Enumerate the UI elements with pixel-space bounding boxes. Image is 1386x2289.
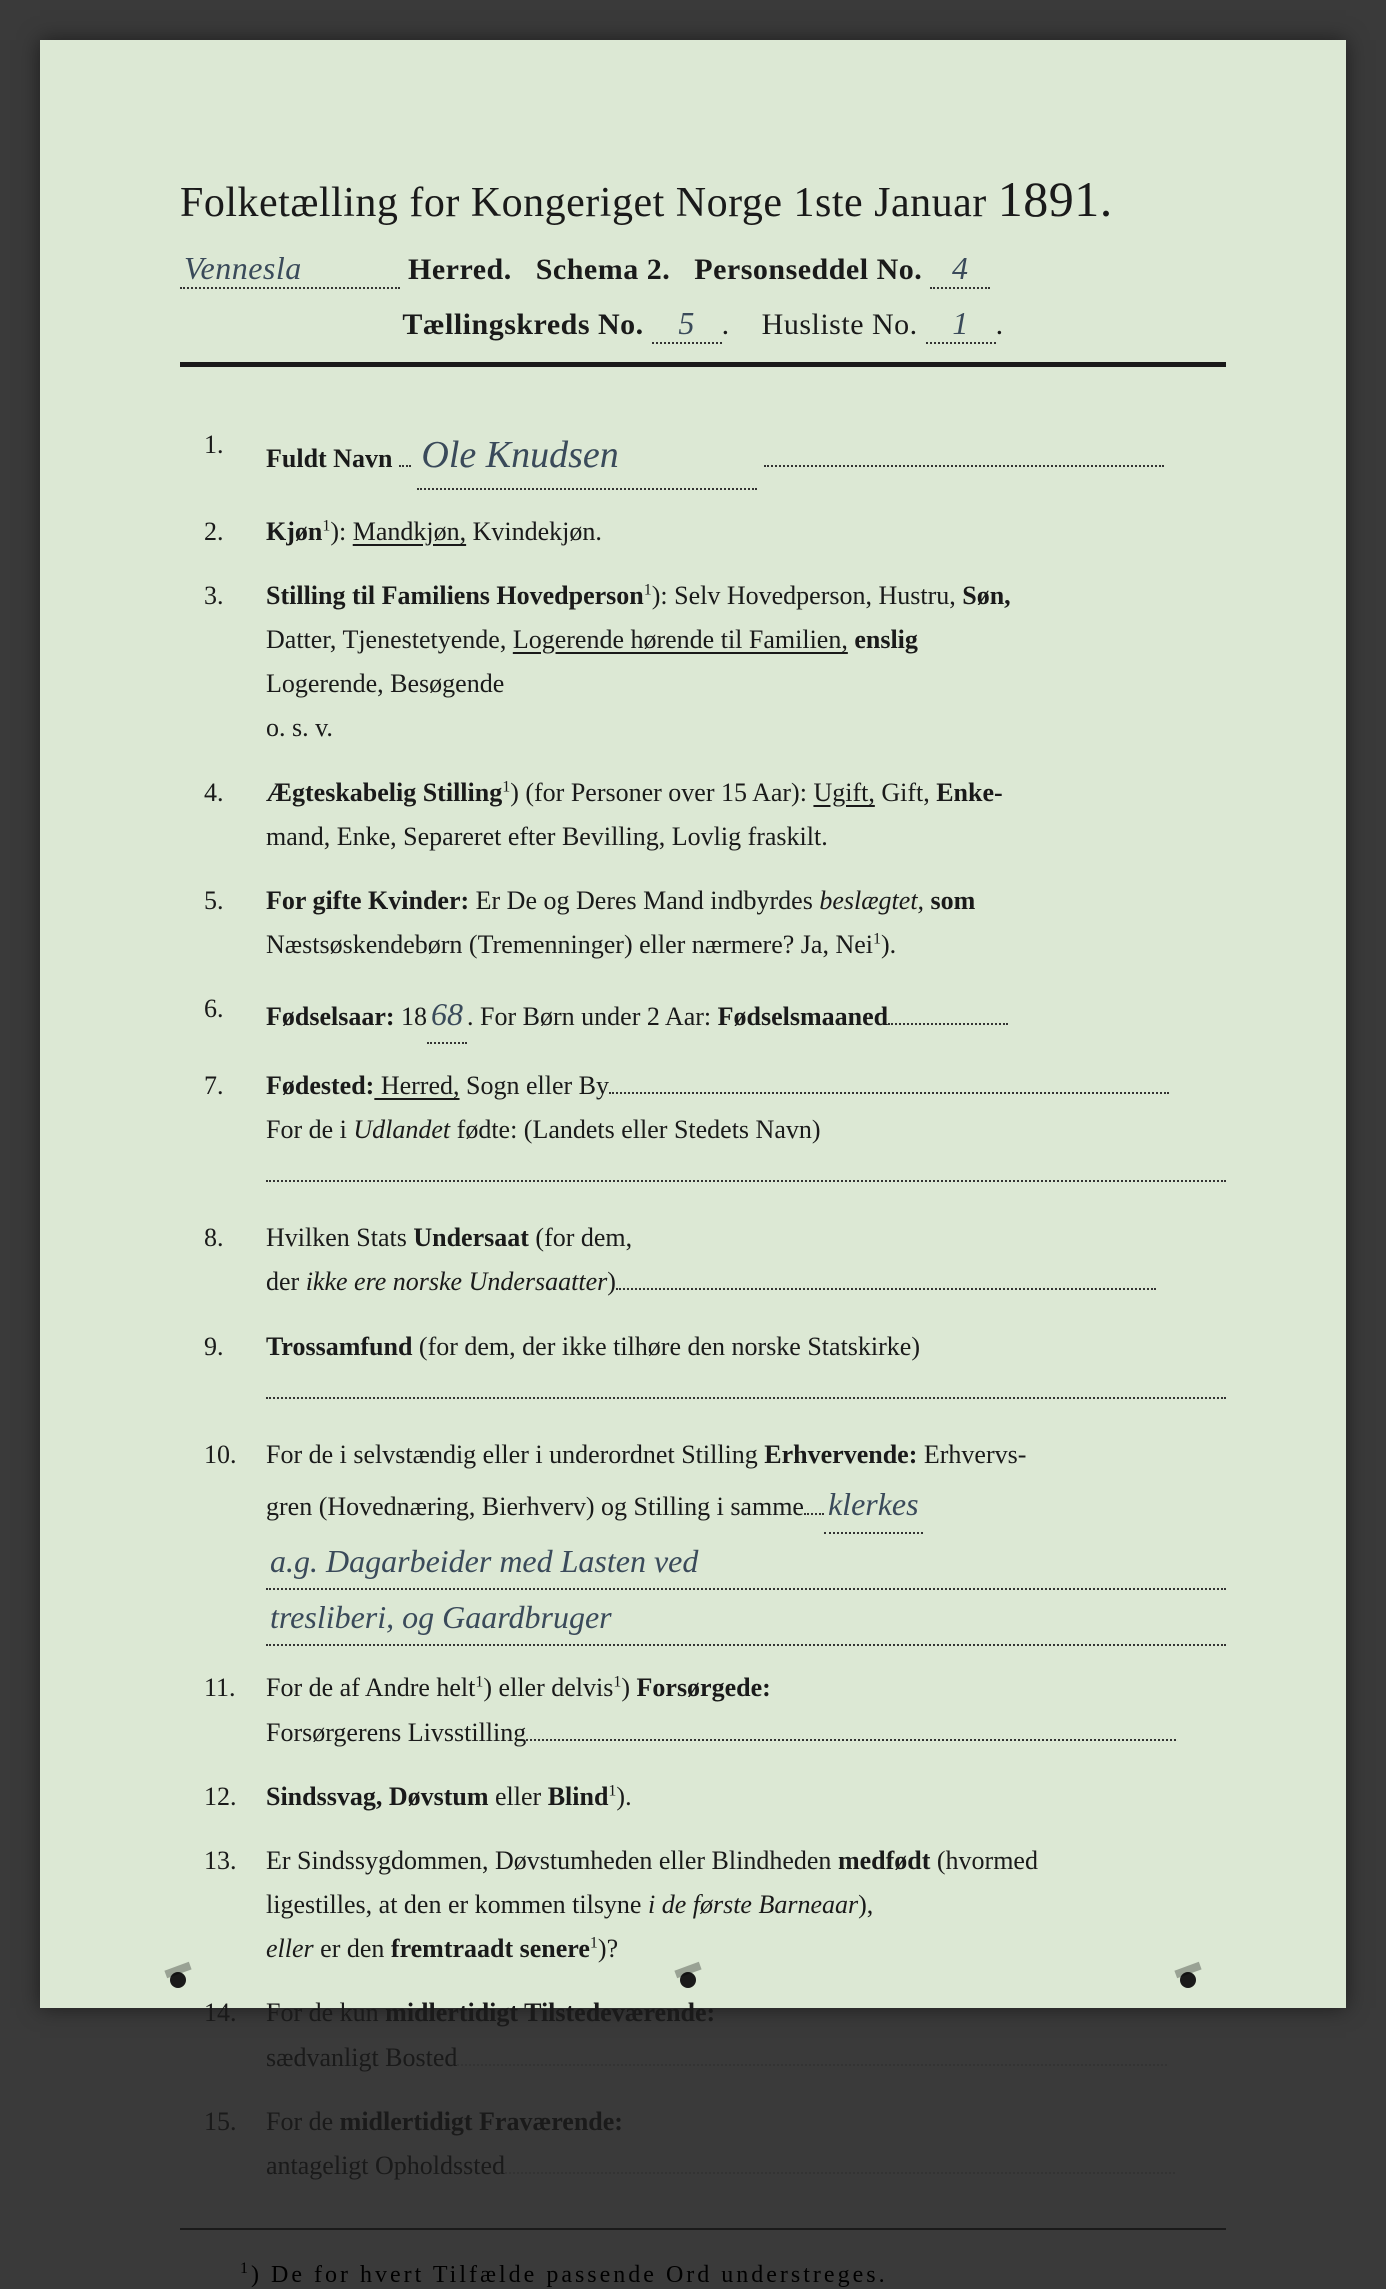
husliste-label: Husliste No. <box>762 308 918 341</box>
title-text: Folketælling for Kongeriget Norge 1ste J… <box>180 180 987 226</box>
q4-num: 4. <box>204 771 266 859</box>
q1: 1. Fuldt Navn Ole Knudsen <box>204 423 1226 490</box>
q1-label: Fuldt Navn <box>266 444 392 473</box>
q6-label: Fødselsaar: <box>266 1002 395 1031</box>
q3-logerende: Logerende hørende til Familien, <box>513 625 848 654</box>
q9-label: Trossamfund <box>266 1332 412 1361</box>
herred-label: Herred. <box>408 253 512 286</box>
personseddel-label: Personseddel No. <box>694 253 922 286</box>
footnote-text: ) De for hvert Tilfælde passende Ord und… <box>251 2262 888 2288</box>
herred-value: Vennesla <box>180 250 400 289</box>
kreds-label: Tællingskreds No. <box>402 308 643 341</box>
kreds-no: 5 <box>652 305 722 344</box>
q13: 13. Er Sindssygdommen, Døvstumheden elle… <box>204 1839 1226 1972</box>
q10-hw3: tresliberi, og Gaardbruger <box>266 1590 1226 1646</box>
q2-label: Kjøn <box>266 517 322 546</box>
q5: 5. For gifte Kvinder: Er De og Deres Man… <box>204 879 1226 967</box>
q5-label: For gifte Kvinder: <box>266 886 469 915</box>
personseddel-no: 4 <box>930 250 990 289</box>
q12-num: 12. <box>204 1775 266 1819</box>
q8: 8. Hvilken Stats Undersaat (for dem, der… <box>204 1216 1226 1304</box>
q8-num: 8. <box>204 1216 266 1304</box>
q2-kvindekjon: Kvindekjøn. <box>473 517 602 546</box>
q12: 12. Sindssvag, Døvstum eller Blind1). <box>204 1775 1226 1819</box>
divider-top <box>180 362 1226 367</box>
subtitle-line-1: Vennesla Herred. Schema 2. Personseddel … <box>180 250 1226 289</box>
q9-num: 9. <box>204 1325 266 1413</box>
husliste-no: 1 <box>926 305 996 344</box>
q5-num: 5. <box>204 879 266 967</box>
q14-num: 14. <box>204 1991 266 2079</box>
q2-mandkjon: Mandkjøn, <box>353 517 466 546</box>
q15-num: 15. <box>204 2100 266 2188</box>
main-title: Folketælling for Kongeriget Norge 1ste J… <box>180 170 1226 228</box>
punch-hole-icon <box>170 1972 186 1988</box>
q1-num: 1. <box>204 423 266 490</box>
q3-label: Stilling til Familiens Hovedperson <box>266 581 644 610</box>
subtitle-line-2: Tællingskreds No. 5. Husliste No. 1. <box>180 305 1226 344</box>
q7-num: 7. <box>204 1064 266 1197</box>
q11-num: 11. <box>204 1666 266 1754</box>
q7-herred: Herred, <box>374 1071 459 1100</box>
q9: 9. Trossamfund (for dem, der ikke tilhør… <box>204 1325 1226 1413</box>
q10-hw2: a.g. Dagarbeider med Lasten ved <box>266 1534 1226 1590</box>
divider-bottom <box>180 2228 1226 2230</box>
q2: 2. Kjøn1): Mandkjøn, Kvindekjøn. <box>204 510 1226 554</box>
q3: 3. Stilling til Familiens Hovedperson1):… <box>204 574 1226 751</box>
punch-hole-icon <box>680 1972 696 1988</box>
q14: 14. For de kun midlertidigt Tilstedevære… <box>204 1991 1226 2079</box>
q13-num: 13. <box>204 1839 266 1972</box>
q11: 11. For de af Andre helt1) eller delvis1… <box>204 1666 1226 1754</box>
q10-hw1: klerkes <box>824 1477 923 1533</box>
q15: 15. For de midlertidigt Fraværende: anta… <box>204 2100 1226 2188</box>
census-form-page: Folketælling for Kongeriget Norge 1ste J… <box>40 40 1346 2008</box>
schema-label: Schema 2. <box>536 253 671 286</box>
q12-label: Sindssvag, Døvstum <box>266 1782 489 1811</box>
q7: 7. Fødested: Herred, Sogn eller By For d… <box>204 1064 1226 1197</box>
q4: 4. Ægteskabelig Stilling1) (for Personer… <box>204 771 1226 859</box>
footnote: 1) De for hvert Tilfælde passende Ord un… <box>240 2260 1226 2289</box>
q7-label: Fødested: <box>266 1071 374 1100</box>
q1-value: Ole Knudsen <box>417 423 757 490</box>
q6: 6. Fødselsaar: 1868. For Børn under 2 Aa… <box>204 987 1226 1043</box>
q4-label: Ægteskabelig Stilling <box>266 778 502 807</box>
questions-list: 1. Fuldt Navn Ole Knudsen 2. Kjøn1): Man… <box>204 423 1226 2188</box>
q6-year: 68 <box>427 987 467 1043</box>
punch-hole-icon <box>1180 1972 1196 1988</box>
q2-num: 2. <box>204 510 266 554</box>
title-year: 1891. <box>998 171 1113 227</box>
q3-num: 3. <box>204 574 266 751</box>
q4-ugift: Ugift, <box>813 778 874 807</box>
q6-num: 6. <box>204 987 266 1043</box>
q10: 10. For de i selvstændig eller i underor… <box>204 1433 1226 1646</box>
q10-num: 10. <box>204 1433 266 1646</box>
